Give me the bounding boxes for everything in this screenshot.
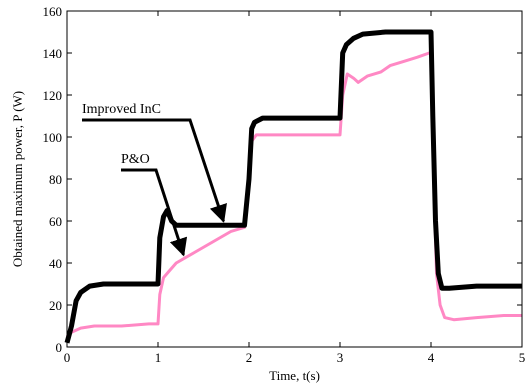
annotation-po: P&O (121, 152, 188, 257)
y-axis-label: Obtained maximum power, P (W) (10, 91, 25, 267)
y-tick-label: 0 (56, 340, 63, 355)
plot-layer (64, 29, 522, 344)
plot-frame (66, 10, 523, 348)
y-tick-label: 80 (49, 172, 62, 187)
annotation-improved-inc-arrow (82, 118, 227, 223)
annotation-po-text: P&O (121, 152, 150, 167)
y-tick-label: 140 (43, 46, 63, 61)
annotation-improved-inc-text: Improved InC (82, 102, 161, 117)
series-line-improved-inc (64, 29, 522, 344)
x-tick-label: 0 (64, 350, 71, 365)
x-tick-label: 2 (246, 350, 253, 365)
x-tick-label: 3 (337, 350, 344, 365)
y-tick-label: 40 (49, 256, 62, 271)
y-tick-label: 120 (43, 88, 63, 103)
y-tick-label: 20 (49, 298, 62, 313)
y-tick-label: 60 (49, 214, 62, 229)
series-line-po (65, 51, 522, 338)
tick-layer: 0 1 2 3 4 5 0 20 40 60 80 100 120 140 160 (43, 4, 526, 365)
y-tick-label: 160 (43, 4, 63, 19)
annotation-po-arrow (121, 168, 188, 257)
x-tick-label: 5 (519, 350, 526, 365)
x-tick-label: 1 (155, 350, 162, 365)
annotation-improved-inc: Improved InC (82, 102, 227, 223)
y-tick-label: 100 (43, 130, 63, 145)
x-tick-label: 4 (428, 350, 435, 365)
x-axis-label: Time, t(s) (269, 368, 320, 383)
